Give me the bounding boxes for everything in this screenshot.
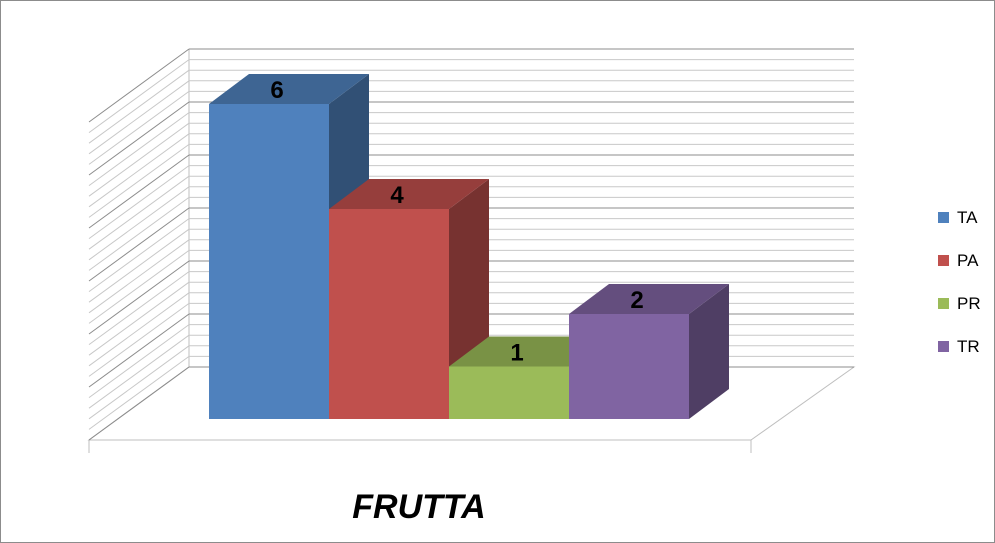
gridline-side xyxy=(88,165,190,240)
gridline-side xyxy=(88,154,190,229)
gridline-side xyxy=(88,80,190,155)
gridline-side xyxy=(88,281,190,356)
bar-side-tr xyxy=(689,284,729,419)
gridline-side xyxy=(88,334,190,409)
gridline-side xyxy=(88,366,190,441)
gridline-side xyxy=(88,355,190,430)
gridline-side xyxy=(88,143,190,218)
gridline-side xyxy=(88,218,190,293)
gridline-side xyxy=(88,239,190,314)
legend-swatch-pr xyxy=(938,298,949,309)
gridline-side xyxy=(88,313,190,388)
legend-label-ta: TA xyxy=(957,208,978,227)
gridline-side xyxy=(88,228,190,303)
gridline-side xyxy=(88,122,190,197)
legend-label-pa: PA xyxy=(957,251,979,270)
legend-label-tr: TR xyxy=(957,337,980,356)
gridline-side xyxy=(88,196,190,271)
bar-top-tr xyxy=(569,284,729,314)
gridline-side xyxy=(88,271,190,346)
gridline-side xyxy=(88,90,190,165)
x-axis-category-label: FRUTTA xyxy=(352,488,485,526)
legend-swatch-pa xyxy=(938,255,949,266)
gridline-side xyxy=(88,292,190,367)
data-labels: 6 4 1 2 xyxy=(270,77,643,367)
gridline-side xyxy=(88,249,190,324)
gridline-side xyxy=(88,186,190,261)
gridline-side xyxy=(88,207,190,282)
data-label-pr: 1 xyxy=(510,340,523,367)
gridline-side xyxy=(88,101,190,176)
bar-tr xyxy=(569,314,689,419)
bar-top-pa xyxy=(329,179,489,209)
gridline-side xyxy=(88,133,190,208)
gridline-side xyxy=(88,48,190,123)
legend-label-pr: PR xyxy=(957,294,981,313)
gridline-side xyxy=(88,324,190,399)
data-label-pa: 4 xyxy=(390,182,404,209)
gridline-side xyxy=(88,260,190,335)
legend-swatch-tr xyxy=(938,341,949,352)
legend: TA PA PR TR xyxy=(938,208,981,356)
gridline-side xyxy=(88,302,190,377)
gridline-side xyxy=(88,112,190,187)
bar-pa xyxy=(329,209,449,419)
bar-top-ta xyxy=(209,74,369,104)
bars xyxy=(209,74,729,419)
bar-pr xyxy=(449,366,569,419)
gridline-side xyxy=(88,175,190,250)
gridline-side xyxy=(88,345,190,420)
gridline-side xyxy=(88,59,190,134)
data-label-ta: 6 xyxy=(270,77,283,104)
gridline-side xyxy=(88,69,190,144)
legend-swatch-ta xyxy=(938,212,949,223)
bar-ta xyxy=(209,104,329,419)
data-label-tr: 2 xyxy=(630,287,643,314)
